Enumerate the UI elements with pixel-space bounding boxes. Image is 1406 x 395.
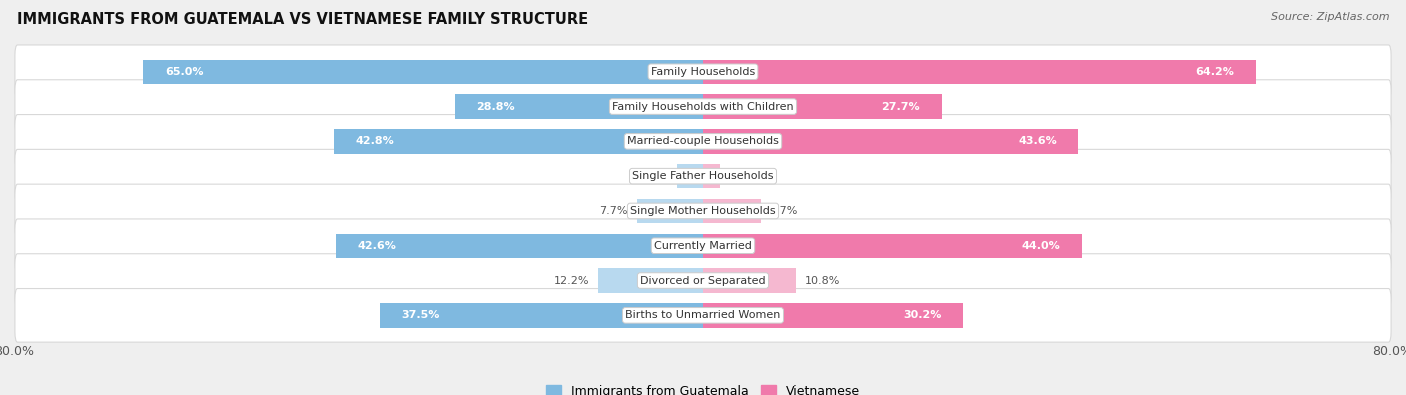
FancyBboxPatch shape	[15, 149, 1391, 203]
Text: Married-couple Households: Married-couple Households	[627, 136, 779, 147]
Text: 10.8%: 10.8%	[804, 276, 839, 286]
FancyBboxPatch shape	[15, 80, 1391, 134]
Text: Currently Married: Currently Married	[654, 241, 752, 251]
Legend: Immigrants from Guatemala, Vietnamese: Immigrants from Guatemala, Vietnamese	[546, 385, 860, 395]
Text: 2.0%: 2.0%	[728, 171, 758, 181]
Text: 3.0%: 3.0%	[640, 171, 669, 181]
Text: Single Mother Households: Single Mother Households	[630, 206, 776, 216]
Text: Family Households: Family Households	[651, 67, 755, 77]
Text: 65.0%: 65.0%	[165, 67, 204, 77]
Text: Single Father Households: Single Father Households	[633, 171, 773, 181]
Text: 43.6%: 43.6%	[1018, 136, 1057, 147]
Bar	[637, 199, 703, 223]
Text: 7.7%: 7.7%	[599, 206, 628, 216]
Text: 28.8%: 28.8%	[477, 102, 515, 111]
Text: IMMIGRANTS FROM GUATEMALA VS VIETNAMESE FAMILY STRUCTURE: IMMIGRANTS FROM GUATEMALA VS VIETNAMESE …	[17, 12, 588, 27]
Text: 44.0%: 44.0%	[1022, 241, 1060, 251]
Bar	[703, 199, 761, 223]
Text: 12.2%: 12.2%	[554, 276, 589, 286]
Bar	[703, 94, 942, 119]
Bar	[336, 233, 703, 258]
Text: 30.2%: 30.2%	[903, 310, 942, 320]
Bar	[703, 233, 1083, 258]
Text: 64.2%: 64.2%	[1195, 67, 1234, 77]
Text: 42.8%: 42.8%	[356, 136, 395, 147]
Text: Births to Unmarried Women: Births to Unmarried Women	[626, 310, 780, 320]
Text: Family Households with Children: Family Households with Children	[612, 102, 794, 111]
Bar	[703, 268, 796, 293]
Text: 42.6%: 42.6%	[357, 241, 396, 251]
Bar	[456, 94, 703, 119]
Text: 6.7%: 6.7%	[769, 206, 797, 216]
FancyBboxPatch shape	[15, 219, 1391, 273]
Text: Divorced or Separated: Divorced or Separated	[640, 276, 766, 286]
Bar	[678, 164, 703, 188]
Bar	[380, 303, 703, 327]
Bar	[598, 268, 703, 293]
Text: Source: ZipAtlas.com: Source: ZipAtlas.com	[1271, 12, 1389, 22]
Bar	[703, 303, 963, 327]
Bar	[703, 129, 1078, 154]
Bar	[335, 129, 703, 154]
Bar	[703, 60, 1256, 84]
Bar	[143, 60, 703, 84]
FancyBboxPatch shape	[15, 115, 1391, 168]
Text: 27.7%: 27.7%	[882, 102, 920, 111]
FancyBboxPatch shape	[15, 184, 1391, 238]
Text: 37.5%: 37.5%	[402, 310, 440, 320]
FancyBboxPatch shape	[15, 288, 1391, 342]
FancyBboxPatch shape	[15, 45, 1391, 99]
FancyBboxPatch shape	[15, 254, 1391, 307]
Bar	[703, 164, 720, 188]
